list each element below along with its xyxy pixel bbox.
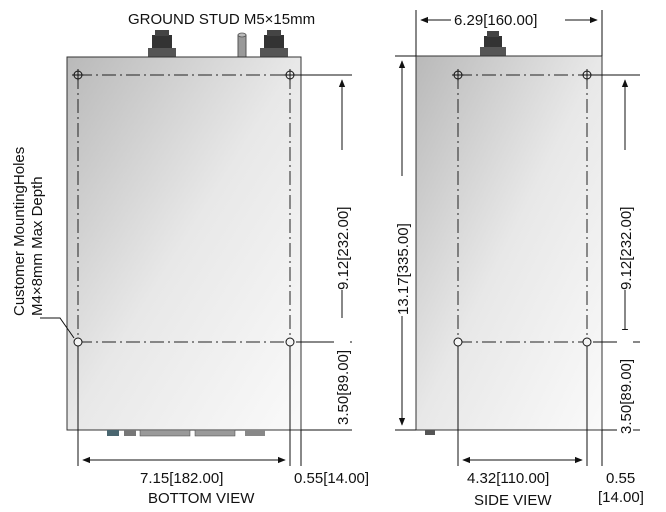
- mounting-holes-label-line2: M4×8mm Max Depth: [29, 176, 46, 316]
- dim-label-bg: [334, 150, 350, 290]
- side-view-connector: [480, 31, 506, 56]
- side-view: 6.29[160.00] 13.17[335.00] 9.12[232: [394, 8, 644, 509]
- side-holes-horizontal-label: 4.32[110.00]: [467, 470, 549, 487]
- side-hole-top-left: [452, 69, 464, 81]
- dim-bottom-vertical-label: 3.50[89.00]: [335, 350, 352, 425]
- mounting-hole-top-right: [284, 69, 296, 81]
- side-height-label: 13.17[335.00]: [395, 223, 412, 315]
- side-hole-bottom-left: [453, 337, 463, 347]
- ground-stud-connector-2: [260, 30, 288, 57]
- bottom-connectors: [107, 429, 265, 437]
- side-hole-bottom-right: [582, 337, 592, 347]
- mounting-hole-bottom-right: [285, 337, 295, 347]
- mounting-holes-label-line1: Customer MountingHoles: [11, 147, 28, 316]
- side-hole-top-right: [581, 69, 593, 81]
- dim-label-bg-4: [394, 176, 410, 316]
- dim-label-bg-3: [451, 8, 565, 30]
- dim-edge-offset-label: 0.55[14.00]: [294, 470, 369, 487]
- side-edge-offset-label-2: [14.00]: [598, 489, 644, 506]
- side-edge-offset-label-1: 0.55: [606, 470, 635, 487]
- mounting-hole-bottom-left: [73, 337, 83, 347]
- mounting-hole-top-left: [72, 69, 84, 81]
- dim-label-bg-6: [617, 330, 633, 434]
- ground-stud-pin: [237, 32, 247, 58]
- side-view-foot: [425, 430, 435, 435]
- ground-stud-label: GROUND STUD M5×15mm: [128, 11, 315, 28]
- dim-holes-vertical-label: 9.12[232.00]: [335, 207, 352, 290]
- bottom-view-panel: [66, 56, 302, 431]
- dim-holes-horizontal-label: 7.15[182.00]: [140, 470, 223, 487]
- bottom-view: 9.12[232.00] 3.50[89.00] 7.15[182.00] 0.…: [40, 30, 369, 507]
- mounting-holes-leader: [40, 317, 75, 339]
- side-width-label: 6.29[160.00]: [454, 12, 537, 29]
- side-bottom-vertical-label: 3.50[89.00]: [618, 359, 635, 434]
- side-view-title: SIDE VIEW: [474, 492, 552, 509]
- side-holes-vertical-label: 9.12[232.00]: [618, 207, 635, 290]
- dim-label-bg-5: [617, 150, 633, 290]
- side-view-panel: [415, 55, 603, 431]
- ground-stud-connector: [148, 30, 176, 57]
- dim-label-bg-2: [334, 318, 350, 426]
- bottom-view-title: BOTTOM VIEW: [148, 490, 255, 507]
